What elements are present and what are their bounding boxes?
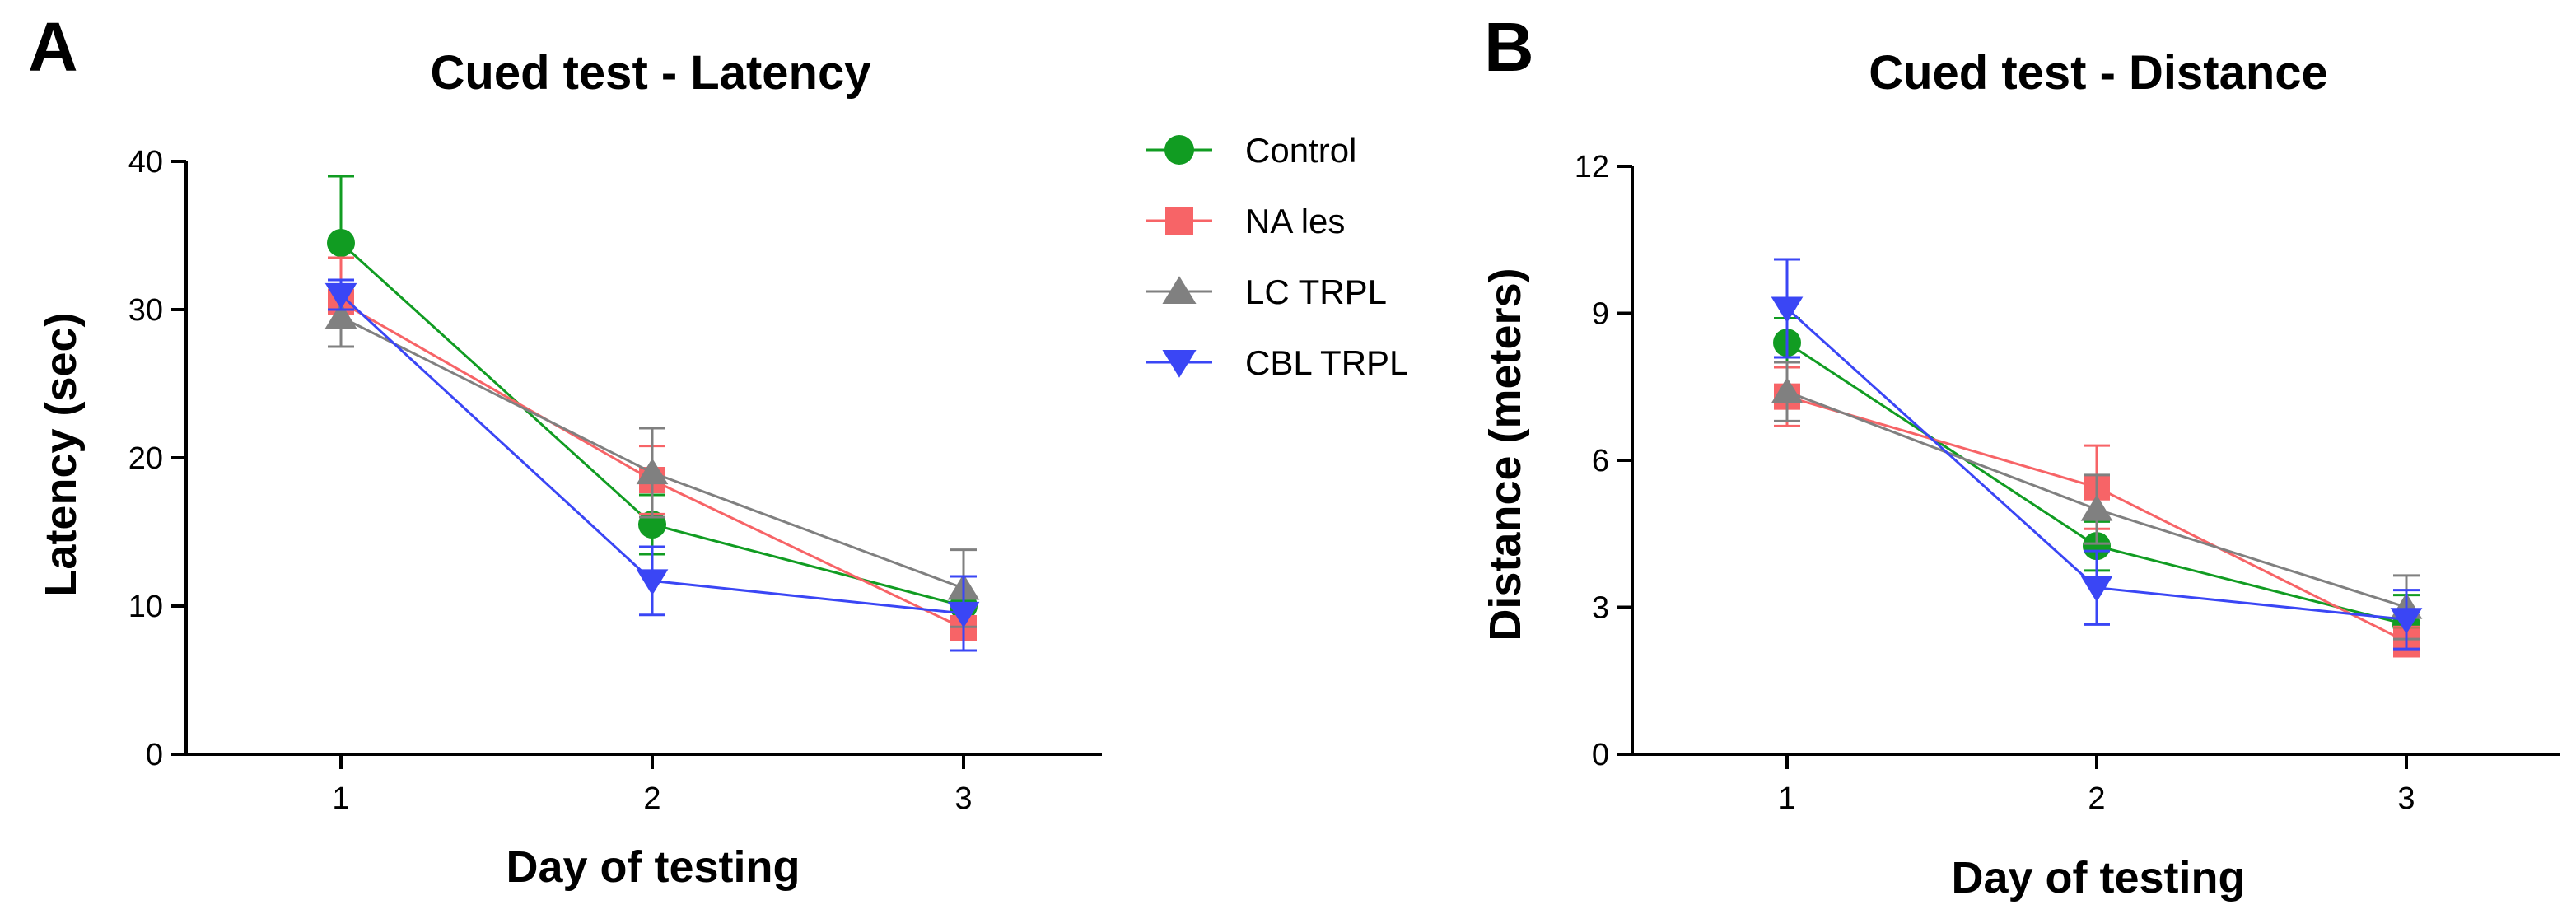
panel-letter-a: A — [28, 8, 78, 86]
data-point-cbl-trpl — [636, 569, 669, 595]
data-point-lc-trpl — [2080, 494, 2113, 521]
series-cbl-trpl-b — [1771, 258, 2423, 651]
legend-marker-na-les — [1165, 207, 1193, 235]
legend-label: CBL TRPL — [1245, 343, 1408, 382]
x-tick-label-b: 2 — [2088, 781, 2105, 816]
panel-letter-b: B — [1484, 8, 1534, 86]
data-point-cbl-trpl — [2080, 576, 2113, 603]
y-tick-label-a: 40 — [128, 145, 163, 180]
legend-marker-lc-trpl — [1162, 276, 1197, 304]
legend-item-cbl-trpl: CBL TRPL — [1146, 343, 1408, 382]
x-tick-label-a: 1 — [332, 781, 349, 816]
y-tick-label-a: 0 — [146, 738, 163, 772]
series-cbl-trpl-a — [324, 278, 980, 652]
legend-label: Control — [1245, 131, 1356, 170]
data-point-lc-trpl — [324, 302, 357, 329]
data-point-cbl-trpl — [1771, 296, 1804, 324]
series-lc-trpl-b — [1771, 361, 2423, 641]
panel-a: A Cued test - Latency Latency (sec) Day … — [28, 8, 1102, 892]
x-axis-label-a: Day of testing — [506, 842, 800, 892]
y-tick-label-a: 10 — [128, 590, 163, 624]
y-tick-label-b: 6 — [1592, 444, 1609, 478]
y-tick-label-b: 9 — [1592, 297, 1609, 332]
y-axis-label-b: Distance (meters) — [1481, 268, 1530, 641]
y-tick-label-b: 12 — [1575, 150, 1609, 184]
legend-label: NA les — [1245, 202, 1345, 240]
data-point-control — [327, 229, 355, 257]
data-point-cbl-trpl — [947, 601, 980, 628]
data-point-control — [2083, 532, 2111, 561]
data-point-cbl-trpl — [324, 282, 357, 310]
chart-title-b: Cued test - Distance — [1869, 46, 2328, 100]
legend: Control NA les LC TRPL CBL TRPL — [1146, 131, 1408, 382]
panel-b: B Cued test - Distance Distance (meters)… — [1481, 8, 2560, 902]
x-tick-label-b: 1 — [1778, 781, 1795, 816]
legend-marker-cbl-trpl — [1162, 350, 1197, 378]
x-tick-label-a: 2 — [643, 781, 660, 816]
data-point-lc-trpl — [1771, 377, 1804, 403]
y-tick-label-a: 30 — [128, 293, 163, 328]
legend-marker-control — [1164, 135, 1194, 165]
y-tick-label-b: 3 — [1592, 591, 1609, 626]
legend-item-na-les: NA les — [1146, 202, 1345, 240]
legend-label: LC TRPL — [1245, 273, 1387, 311]
x-tick-label-a: 3 — [954, 781, 972, 816]
x-axis-label-b: Day of testing — [1951, 853, 2245, 902]
legend-item-lc-trpl: LC TRPL — [1146, 273, 1387, 311]
plot-area-a: 0 10 20 30 40 1 2 3 — [128, 145, 1102, 816]
x-tick-label-b: 3 — [2397, 781, 2415, 816]
data-point-lc-trpl — [636, 458, 669, 485]
y-axis-label-a: Latency (sec) — [36, 312, 86, 596]
data-point-cbl-trpl — [2390, 608, 2423, 634]
y-tick-label-b: 0 — [1592, 738, 1609, 772]
chart-title-a: Cued test - Latency — [431, 46, 871, 100]
legend-item-control: Control — [1146, 131, 1356, 170]
y-tick-label-a: 20 — [128, 441, 163, 476]
